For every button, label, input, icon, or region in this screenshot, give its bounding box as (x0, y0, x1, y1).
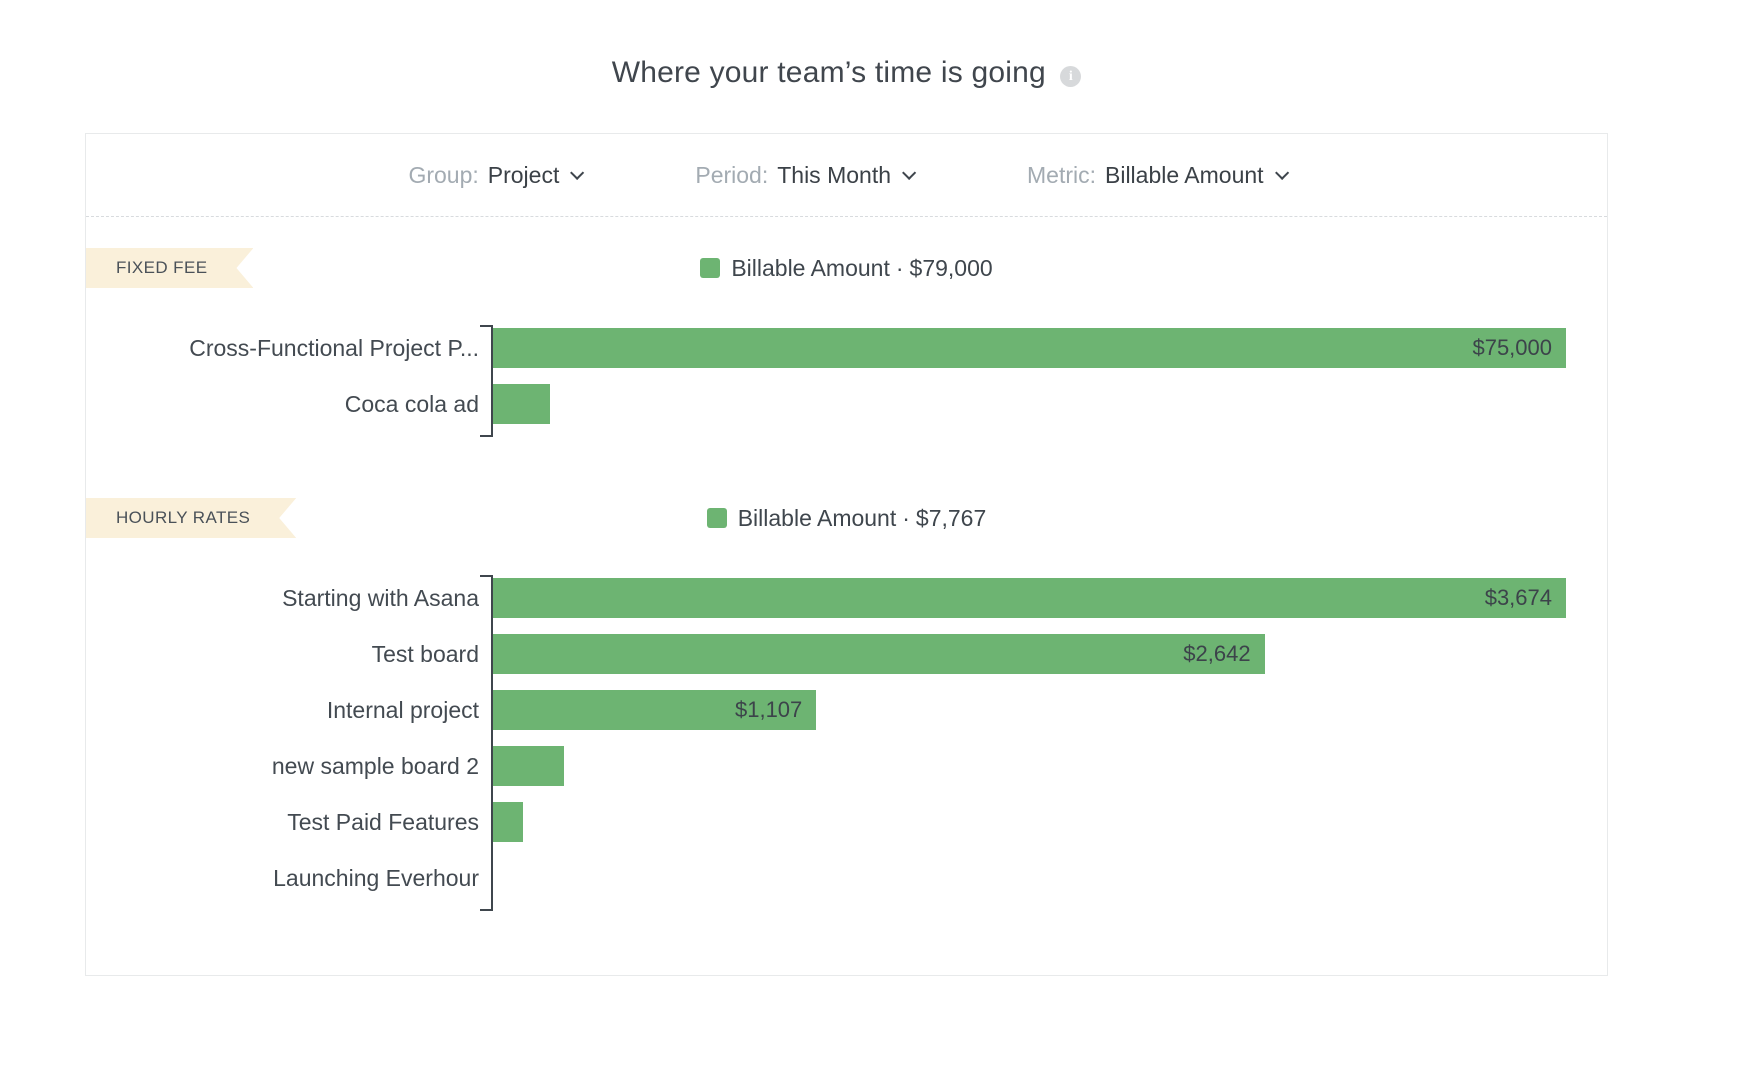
bar: $2,642 (493, 634, 1265, 674)
bar-row (493, 746, 1566, 786)
period-dropdown[interactable]: Period: This Month (695, 161, 917, 189)
bar: $3,674 (493, 578, 1566, 618)
bar: $75,000 (493, 328, 1566, 368)
chevron-down-icon (1274, 165, 1289, 180)
bar (493, 802, 523, 842)
legend: Billable Amount · $7,767 (86, 498, 1607, 538)
plot-area: $75,000 (480, 325, 1607, 437)
legend-label: Billable Amount (731, 255, 890, 281)
bar-row: $3,674 (493, 578, 1566, 618)
metric-dropdown-value: Billable Amount (1105, 161, 1264, 188)
bar-value-label: $75,000 (1472, 335, 1552, 360)
report-header: Where your team’s time is going i (85, 56, 1608, 90)
legend-separator: · (895, 255, 904, 281)
section-head: HOURLY RATES Billable Amount · $7,767 (86, 498, 1607, 538)
category-label: Launching Everhour (273, 865, 479, 891)
period-dropdown-label: Period: (695, 161, 769, 188)
category-label: Starting with Asana (282, 585, 479, 611)
fixed-fee-badge: FIXED FEE (86, 248, 253, 288)
period-dropdown-value: This Month (777, 161, 891, 188)
chevron-down-icon (902, 165, 917, 180)
category-label: Coca cola ad (344, 391, 479, 417)
plot-area: $3,674 $2,642 $1,107 (480, 575, 1607, 911)
bar-row (493, 802, 1566, 842)
legend: Billable Amount · $79,000 (86, 248, 1607, 288)
info-icon[interactable]: i (1060, 66, 1082, 87)
category-labels: Starting with Asana Test board Internal pr… (86, 575, 491, 911)
bar-value-label: $3,674 (1484, 585, 1552, 610)
hourly-rates-badge: HOURLY RATES (86, 498, 296, 538)
bar-row: $75,000 (493, 328, 1566, 368)
section-head: FIXED FEE Billable Amount · $79,000 (86, 248, 1607, 288)
category-label: Test board (371, 641, 479, 667)
page-title: Where your team’s time is going (611, 56, 1046, 89)
legend-total: $7,767 (915, 505, 987, 531)
bar-chart-hourly-rates: Starting with Asana Test board Internal pr… (86, 575, 1607, 911)
bar-value-label: $1,107 (734, 697, 803, 722)
section-hourly-rates: HOURLY RATES Billable Amount · $7,767 Star… (86, 498, 1607, 911)
group-dropdown-value: Project (487, 161, 560, 188)
bar-chart-fixed-fee: Cross-Functional Project P... Coca cola a… (86, 325, 1607, 437)
filter-bar: Group: Project Period: This Month Metric… (86, 134, 1607, 217)
group-dropdown-label: Group: (408, 161, 479, 188)
category-label: Internal project (326, 697, 479, 723)
category-label: new sample board 2 (271, 753, 479, 779)
legend-total: $79,000 (909, 255, 993, 281)
category-label: Cross-Functional Project P... (189, 335, 479, 361)
bar (493, 746, 564, 786)
category-label: Test Paid Features (287, 809, 479, 835)
bar-row (493, 858, 1566, 898)
group-dropdown[interactable]: Group: Project (408, 161, 585, 189)
bar (493, 384, 551, 424)
legend-swatch-icon (706, 508, 727, 528)
bar-value-label: $2,642 (1183, 641, 1251, 666)
bar-row (493, 384, 1566, 424)
legend-label: Billable Amount (737, 505, 897, 531)
metric-dropdown[interactable]: Metric: Billable Amount (1027, 161, 1289, 189)
legend-swatch-icon (700, 258, 721, 278)
bar-row: $1,107 (493, 690, 1566, 730)
report-panel: Group: Project Period: This Month Metric… (85, 133, 1608, 976)
legend-separator: · (902, 505, 910, 531)
metric-dropdown-label: Metric: (1027, 161, 1096, 188)
bar: $1,107 (493, 690, 817, 730)
chevron-down-icon (570, 165, 585, 180)
category-labels: Cross-Functional Project P... Coca cola a… (86, 325, 491, 437)
section-fixed-fee: FIXED FEE Billable Amount · $79,000 Cross-… (86, 248, 1607, 437)
bar-row: $2,642 (493, 634, 1566, 674)
